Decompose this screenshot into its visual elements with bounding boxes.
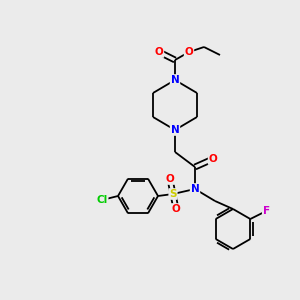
Text: O: O	[184, 47, 194, 57]
Text: S: S	[169, 189, 177, 199]
Text: N: N	[190, 184, 200, 194]
Text: N: N	[171, 125, 179, 135]
Text: N: N	[171, 75, 179, 85]
Text: O: O	[208, 154, 217, 164]
Text: F: F	[263, 206, 270, 216]
Text: O: O	[166, 174, 174, 184]
Text: Cl: Cl	[96, 195, 108, 205]
Text: O: O	[154, 47, 164, 57]
Text: O: O	[172, 204, 180, 214]
